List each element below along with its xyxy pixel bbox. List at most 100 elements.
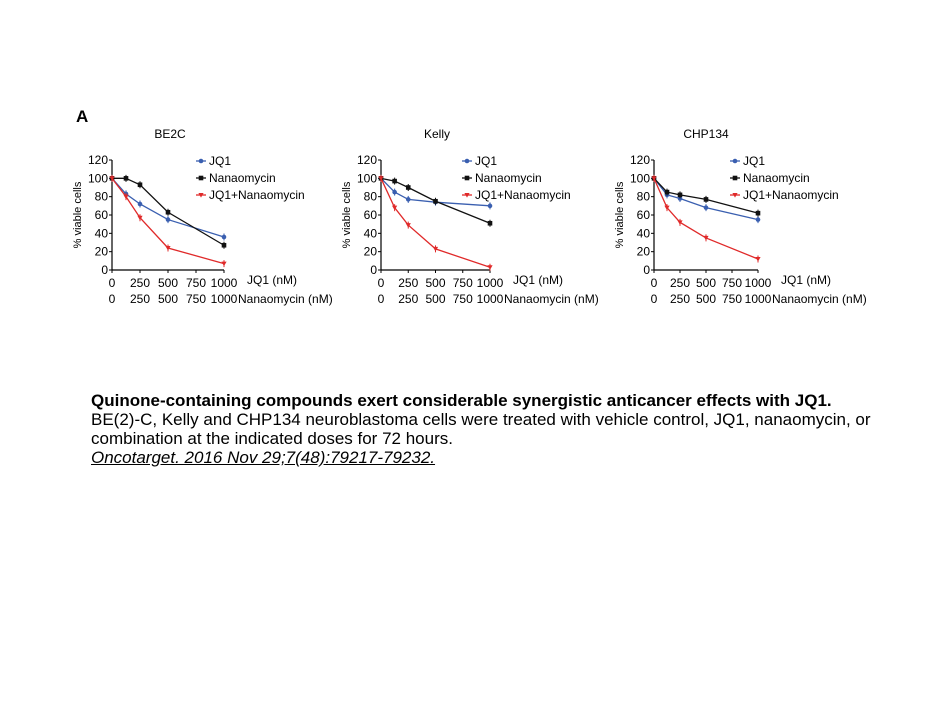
chart-1-xtick-label-jq1: 250 <box>398 276 418 290</box>
chart-0-ytick-label: 60 <box>95 208 109 222</box>
chart-2-xtick-label-jq1: 500 <box>696 276 716 290</box>
chart-0-data-point <box>137 182 143 188</box>
chart-2-legend-label: JQ1 <box>743 154 765 168</box>
chart-1-data-point <box>487 265 493 270</box>
chart-1-ytick-label: 120 <box>357 153 377 167</box>
citation-link[interactable]: Oncotarget. 2016 Nov 29;7(48):79217-7923… <box>91 448 436 467</box>
chart-1 <box>378 158 493 273</box>
chart-2-ytick-label: 100 <box>630 171 650 185</box>
chart-2-data-point <box>677 196 683 201</box>
chart-0-xtick-label-jq1: 500 <box>158 276 178 290</box>
chart-2-xtick-label-nanaomycin: 500 <box>696 292 716 306</box>
chart-2-xlabel-nanaomycin: Nanaomycin (nM) <box>772 292 867 306</box>
chart-2-title: CHP134 <box>683 127 729 141</box>
chart-2 <box>651 158 761 273</box>
chart-1-data-point <box>405 197 411 202</box>
chart-1-data-point <box>405 223 411 228</box>
chart-1-ytick-label: 0 <box>370 263 377 277</box>
chart-2-legend-label: Nanaomycin <box>743 171 810 185</box>
chart-0-legend-marker <box>198 175 204 181</box>
chart-0-xtick-label-jq1: 0 <box>109 276 116 290</box>
chart-2-ylabel: % viable cells <box>614 181 626 248</box>
chart-0-data-point <box>165 246 171 251</box>
chart-1-ytick-label: 100 <box>357 171 377 185</box>
chart-1-data-point <box>392 178 397 184</box>
chart-1-legend-label: JQ1 <box>475 154 497 168</box>
chart-1-data-point <box>433 198 438 204</box>
chart-0-data-point <box>123 176 129 181</box>
figure-caption: Quinone-containing compounds exert consi… <box>91 391 931 467</box>
chart-0-xlabel-nanaomycin: Nanaomycin (nM) <box>238 292 333 306</box>
chart-0-data-point <box>221 234 227 240</box>
chart-1-legend-marker <box>464 158 470 164</box>
chart-2-xtick-label-nanaomycin: 0 <box>651 292 658 306</box>
chart-2-data-point <box>703 205 709 210</box>
chart-2-data-point <box>664 205 670 211</box>
chart-0-data-point <box>137 215 143 221</box>
chart-0-ylabel: % viable cells <box>72 181 84 248</box>
chart-0-data-point <box>165 217 171 222</box>
chart-1-xtick-label-jq1: 500 <box>425 276 445 290</box>
chart-1-xlabel-jq1: JQ1 (nM) <box>513 273 563 287</box>
chart-1-xtick-label-nanaomycin: 1000 <box>477 292 504 306</box>
chart-0-legend-marker <box>198 158 204 164</box>
chart-0-data-point <box>165 209 171 215</box>
chart-1-xtick-label-nanaomycin: 500 <box>425 292 445 306</box>
chart-1-ytick-label: 60 <box>364 208 378 222</box>
caption-body: BE(2)-C, Kelly and CHP134 neuroblastoma … <box>91 410 871 448</box>
chart-0-legend-label: JQ1 <box>209 154 231 168</box>
chart-0 <box>109 158 227 273</box>
chart-0-ytick-label: 20 <box>95 245 109 259</box>
chart-2-data-point <box>677 220 683 225</box>
chart-1-xtick-label-jq1: 1000 <box>477 276 504 290</box>
chart-0-ytick-label: 80 <box>95 190 109 204</box>
chart-2-ytick-label: 40 <box>637 226 651 240</box>
chart-0-xlabel-jq1: JQ1 (nM) <box>247 273 297 287</box>
chart-0-ytick-label: 100 <box>88 171 108 185</box>
chart-1-ytick-label: 80 <box>364 190 378 204</box>
chart-0-ytick-label: 40 <box>95 226 109 240</box>
chart-0-legend-label: Nanaomycin <box>209 171 276 185</box>
chart-0-legend-marker <box>198 193 204 198</box>
chart-0-xtick-label-nanaomycin: 250 <box>130 292 150 306</box>
chart-1-ytick-label: 20 <box>364 245 378 259</box>
chart-2-data-point <box>651 176 657 181</box>
chart-0-data-point <box>109 176 115 181</box>
chart-1-legend-marker <box>464 193 470 198</box>
chart-1-legend-label: Nanaomycin <box>475 171 542 185</box>
chart-2-data-point <box>755 257 761 262</box>
chart-2-xtick-label-jq1: 250 <box>670 276 690 290</box>
chart-2-data-point <box>755 210 761 216</box>
chart-1-legend-label: JQ1+Nanaomycin <box>475 188 571 202</box>
chart-1-data-point <box>487 203 493 209</box>
chart-2-xtick-label-nanaomycin: 250 <box>670 292 690 306</box>
chart-0-xtick-label-jq1: 250 <box>130 276 150 290</box>
chart-2-data-point <box>677 192 683 198</box>
chart-1-data-point <box>432 246 439 252</box>
chart-1-data-point <box>487 220 493 226</box>
chart-2-xtick-label-nanaomycin: 750 <box>722 292 742 306</box>
chart-1-legend-marker <box>464 175 470 181</box>
chart-1-xtick-label-nanaomycin: 250 <box>398 292 418 306</box>
chart-0-xtick-label-nanaomycin: 0 <box>109 292 116 306</box>
chart-1-ylabel: % viable cells <box>341 181 353 248</box>
chart-1-data-point <box>392 205 398 211</box>
chart-0-xtick-label-nanaomycin: 1000 <box>211 292 238 306</box>
chart-0-xtick-label-jq1: 750 <box>186 276 206 290</box>
chart-2-ytick-label: 20 <box>637 245 651 259</box>
panel-letter: A <box>76 107 88 126</box>
chart-0-ytick-label: 0 <box>101 263 108 277</box>
chart-1-xtick-label-nanaomycin: 0 <box>378 292 385 306</box>
chart-2-xlabel-jq1: JQ1 (nM) <box>781 273 831 287</box>
chart-2-data-point <box>664 189 670 195</box>
chart-0-xtick-label-nanaomycin: 500 <box>158 292 178 306</box>
chart-2-data-point <box>703 197 709 202</box>
chart-1-series-jq1-nanaomycin-line <box>380 178 491 268</box>
chart-0-xtick-label-jq1: 1000 <box>211 276 238 290</box>
chart-2-ytick-label: 120 <box>630 153 650 167</box>
chart-2-legend-marker <box>732 175 738 181</box>
chart-1-xtick-label-jq1: 750 <box>453 276 473 290</box>
chart-0-data-point <box>221 242 227 248</box>
chart-2-xtick-label-jq1: 1000 <box>745 276 772 290</box>
